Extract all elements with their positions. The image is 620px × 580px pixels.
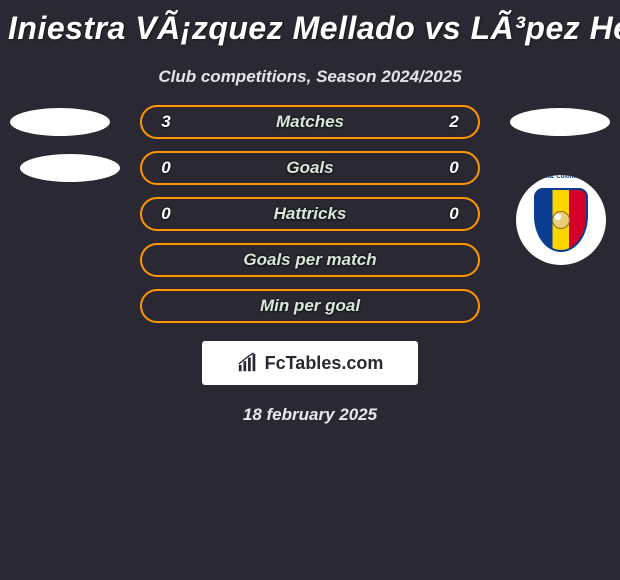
shield-icon [534,188,588,252]
subtitle: Club competitions, Season 2024/2025 [0,67,620,87]
stat-bar: Goals per match [140,243,480,277]
stat-row-matches: 3 Matches 2 [0,105,620,139]
stat-label: Min per goal [176,296,444,316]
date-line: 18 february 2025 [0,405,620,425]
brand-footer[interactable]: FcTables.com [202,341,418,385]
ball-icon [552,211,570,229]
stat-label: Goals [176,158,444,178]
stat-left-value: 0 [156,158,176,178]
stat-bar: 0 Hattricks 0 [140,197,480,231]
bar-chart-icon [237,352,259,374]
page-title: Iniestra VÃ¡zquez Mellado vs LÃ³pez Herr… [0,0,620,49]
player-right-avatar-placeholder [510,108,610,136]
club-left-logo-placeholder [20,154,120,182]
stat-label: Goals per match [176,250,444,270]
player-left-avatar-placeholder [10,108,110,136]
stat-right-value: 2 [444,112,464,132]
stat-left-value: 0 [156,204,176,224]
brand-label: FcTables.com [265,353,384,374]
stat-label: Matches [176,112,444,132]
club-badge-caption: Sta. Coloma [516,175,606,180]
club-right-logo: Sta. Coloma [516,175,606,265]
stat-label: Hattricks [176,204,444,224]
stat-bar: Min per goal [140,289,480,323]
stat-bar: 0 Goals 0 [140,151,480,185]
stat-left-value: 3 [156,112,176,132]
stat-bar: 3 Matches 2 [140,105,480,139]
stat-right-value: 0 [444,204,464,224]
stat-right-value: 0 [444,158,464,178]
comparison-card: Iniestra VÃ¡zquez Mellado vs LÃ³pez Herr… [0,0,620,580]
stat-row-mpg: Min per goal [0,289,620,323]
